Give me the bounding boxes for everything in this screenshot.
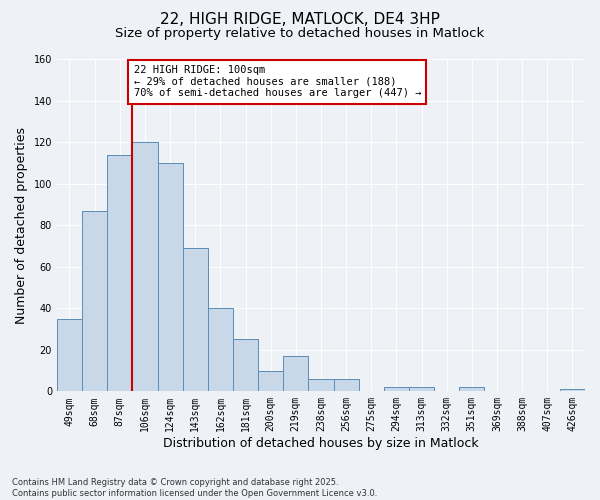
- Bar: [82, 210, 107, 392]
- Bar: [258, 370, 283, 392]
- Bar: [409, 387, 434, 392]
- Bar: [57, 318, 82, 392]
- Bar: [283, 356, 308, 392]
- Bar: [233, 340, 258, 392]
- Bar: [560, 390, 585, 392]
- Text: Contains HM Land Registry data © Crown copyright and database right 2025.
Contai: Contains HM Land Registry data © Crown c…: [12, 478, 377, 498]
- Bar: [384, 387, 409, 392]
- Bar: [208, 308, 233, 392]
- Bar: [334, 379, 359, 392]
- Bar: [158, 163, 182, 392]
- Bar: [133, 142, 158, 392]
- Y-axis label: Number of detached properties: Number of detached properties: [15, 126, 28, 324]
- Bar: [107, 154, 133, 392]
- X-axis label: Distribution of detached houses by size in Matlock: Distribution of detached houses by size …: [163, 437, 479, 450]
- Bar: [459, 387, 484, 392]
- Text: 22, HIGH RIDGE, MATLOCK, DE4 3HP: 22, HIGH RIDGE, MATLOCK, DE4 3HP: [160, 12, 440, 28]
- Text: 22 HIGH RIDGE: 100sqm
← 29% of detached houses are smaller (188)
70% of semi-det: 22 HIGH RIDGE: 100sqm ← 29% of detached …: [134, 65, 421, 98]
- Text: Size of property relative to detached houses in Matlock: Size of property relative to detached ho…: [115, 28, 485, 40]
- Bar: [308, 379, 334, 392]
- Bar: [182, 248, 208, 392]
